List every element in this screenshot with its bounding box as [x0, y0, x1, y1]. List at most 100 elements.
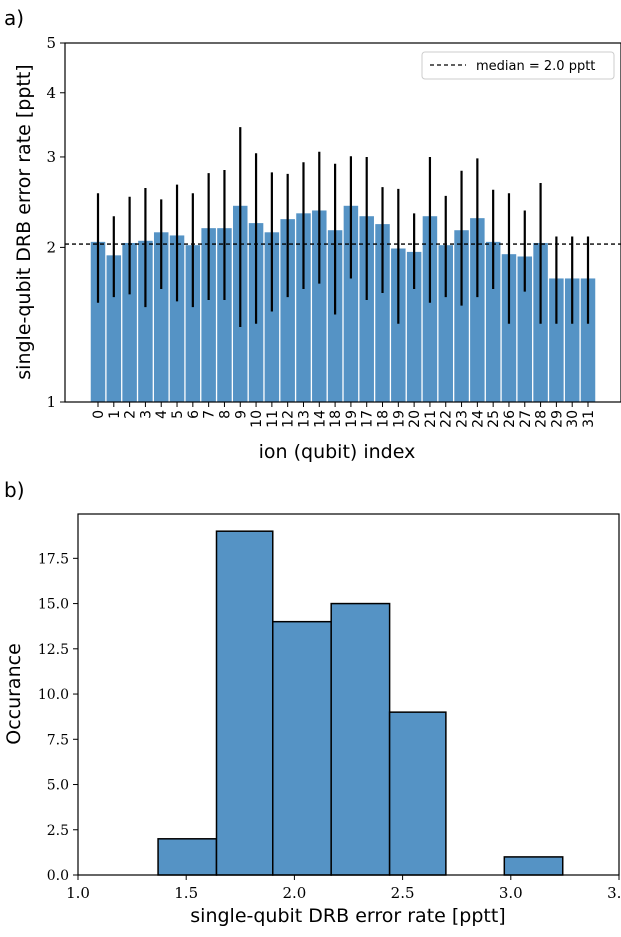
- a-x-tick-label: 7: [202, 410, 218, 419]
- b-hist-bar: [503, 856, 564, 876]
- b-hist-bar: [330, 602, 391, 876]
- b-y-tick-label: 10.0: [38, 687, 69, 703]
- a-plot-frame: [64, 42, 621, 403]
- a-y-axis-label: single-qubit DRB error rate [pptt]: [13, 64, 35, 379]
- a-legend: median = 2.0 pptt: [421, 51, 615, 80]
- b-y-tick-label: 12.5: [38, 642, 69, 658]
- b-y-tick-label: 0.0: [47, 868, 69, 884]
- b-hist-bar: [215, 530, 274, 876]
- a-y-tick-label: 5: [46, 34, 56, 52]
- b-y-tick-label: 2.5: [47, 823, 69, 839]
- a-x-tick-label: 6: [186, 410, 202, 419]
- a-x-tick-label: 3: [138, 410, 154, 419]
- a-x-tick-label: 22: [439, 410, 455, 428]
- a-x-tick-label: 5: [170, 410, 186, 419]
- a-bar: [312, 210, 327, 402]
- b-histogram-bars: [157, 530, 564, 876]
- a-x-tick-label: 19: [344, 410, 360, 428]
- a-bar: [454, 230, 469, 402]
- b-x-tick-label: 3.0: [499, 884, 523, 902]
- a-bar: [296, 213, 311, 402]
- b-x-tick-label: 2.0: [282, 884, 306, 902]
- a-bar: [280, 219, 295, 402]
- a-bar: [327, 230, 343, 402]
- a-x-tick-label: 8: [217, 410, 233, 419]
- a-x-tick-label: 11: [265, 410, 281, 428]
- a-bar: [359, 216, 374, 402]
- a-x-tick-label: 9: [233, 410, 249, 419]
- a-bar: [391, 248, 406, 402]
- a-x-tick-label: 31: [581, 410, 597, 428]
- b-y-axis: 0.0 2.5 5.0 7.5 10.0 12.5 15.0 17.5: [38, 551, 78, 884]
- b-y-tick-label: 7.5: [47, 732, 69, 748]
- a-bar: [485, 241, 501, 402]
- a-errorbars: [96, 127, 590, 327]
- a-x-tick-label: 27: [518, 410, 534, 428]
- a-y-tick-label: 3: [46, 148, 56, 166]
- a-bar: [106, 255, 122, 402]
- b-x-tick-label: 2.5: [391, 884, 415, 902]
- a-legend-entry: median = 2.0 pptt: [476, 59, 595, 74]
- a-x-tick-label: 29: [549, 410, 565, 428]
- b-y-tick-label: 5.0: [47, 778, 69, 794]
- a-x-tick-label: 26: [502, 410, 518, 428]
- a-bar: [90, 241, 106, 402]
- b-x-tick-label: 1.5: [174, 884, 198, 902]
- a-x-tick-label: 20: [407, 410, 423, 428]
- a-x-tick-label: 25: [486, 410, 502, 428]
- a-bar: [438, 245, 453, 402]
- a-bar: [580, 278, 596, 402]
- a-bar: [406, 251, 422, 402]
- b-x-tick-label: 3.5: [607, 884, 621, 902]
- a-x-axis: 0 1 2 3 4 5 6 7 8 9 10 11 12 13 14 18 19 17 18 19 20 21 22 23 24…: [91, 402, 597, 428]
- a-x-tick-label: 2: [123, 410, 139, 419]
- a-x-tick-label: 17: [360, 410, 376, 428]
- a-bar: [122, 242, 137, 402]
- a-bars: [90, 205, 596, 402]
- a-bar: [264, 232, 280, 402]
- a-bar: [549, 278, 564, 402]
- a-y-axis: 1 2 3 4 5: [46, 34, 65, 411]
- a-y-tick-label: 1: [46, 393, 56, 411]
- a-x-tick-label: 1: [107, 410, 123, 419]
- a-bar: [153, 232, 169, 402]
- a-bar: [470, 218, 485, 402]
- b-x-tick-label: 1.0: [66, 884, 90, 902]
- a-legend-box: [421, 51, 615, 80]
- b-x-axis-label: single-qubit DRB error rate [pptt]: [190, 905, 505, 927]
- a-bar: [501, 254, 517, 402]
- a-x-tick-label: 12: [281, 410, 297, 428]
- a-x-tick-label: 24: [470, 410, 486, 428]
- a-x-tick-label: 0: [91, 410, 107, 419]
- a-x-tick-label: 13: [296, 410, 312, 428]
- a-x-tick-label: 10: [249, 410, 265, 428]
- a-bar: [185, 245, 201, 402]
- a-bar: [138, 240, 153, 402]
- a-x-tick-label: 18: [376, 410, 392, 428]
- b-hist-bar: [272, 620, 332, 876]
- b-x-axis: 1.0 1.5 2.0 2.5 3.0 3.5: [66, 875, 621, 902]
- b-hist-bar: [157, 838, 218, 876]
- a-bar: [343, 205, 359, 402]
- b-hist-bar: [388, 711, 447, 876]
- a-x-tick-label: 14: [312, 410, 328, 428]
- a-x-axis-label: ion (qubit) index: [259, 441, 416, 463]
- a-x-tick-label: 23: [455, 410, 471, 428]
- b-y-tick-label: 17.5: [38, 551, 69, 567]
- a-x-tick-label: 30: [565, 410, 581, 428]
- a-x-tick-label: 19: [391, 410, 407, 428]
- a-x-tick-label: 18: [328, 410, 344, 428]
- a-bar: [169, 235, 185, 402]
- a-bar: [517, 256, 533, 402]
- a-x-tick-label: 4: [154, 410, 170, 419]
- b-y-axis-label: Occurance: [3, 643, 25, 745]
- b-y-tick-label: 15.0: [38, 597, 69, 613]
- a-bar: [422, 216, 438, 402]
- a-x-tick-label: 21: [423, 410, 439, 428]
- a-bar: [217, 228, 232, 402]
- chart-b: 0.0 2.5 5.0 7.5 10.0 12.5 15.0 17.5 1.0 1.5 2.0 2.…: [3, 513, 621, 927]
- a-y-tick-label: 4: [46, 84, 56, 102]
- a-bar: [201, 228, 216, 402]
